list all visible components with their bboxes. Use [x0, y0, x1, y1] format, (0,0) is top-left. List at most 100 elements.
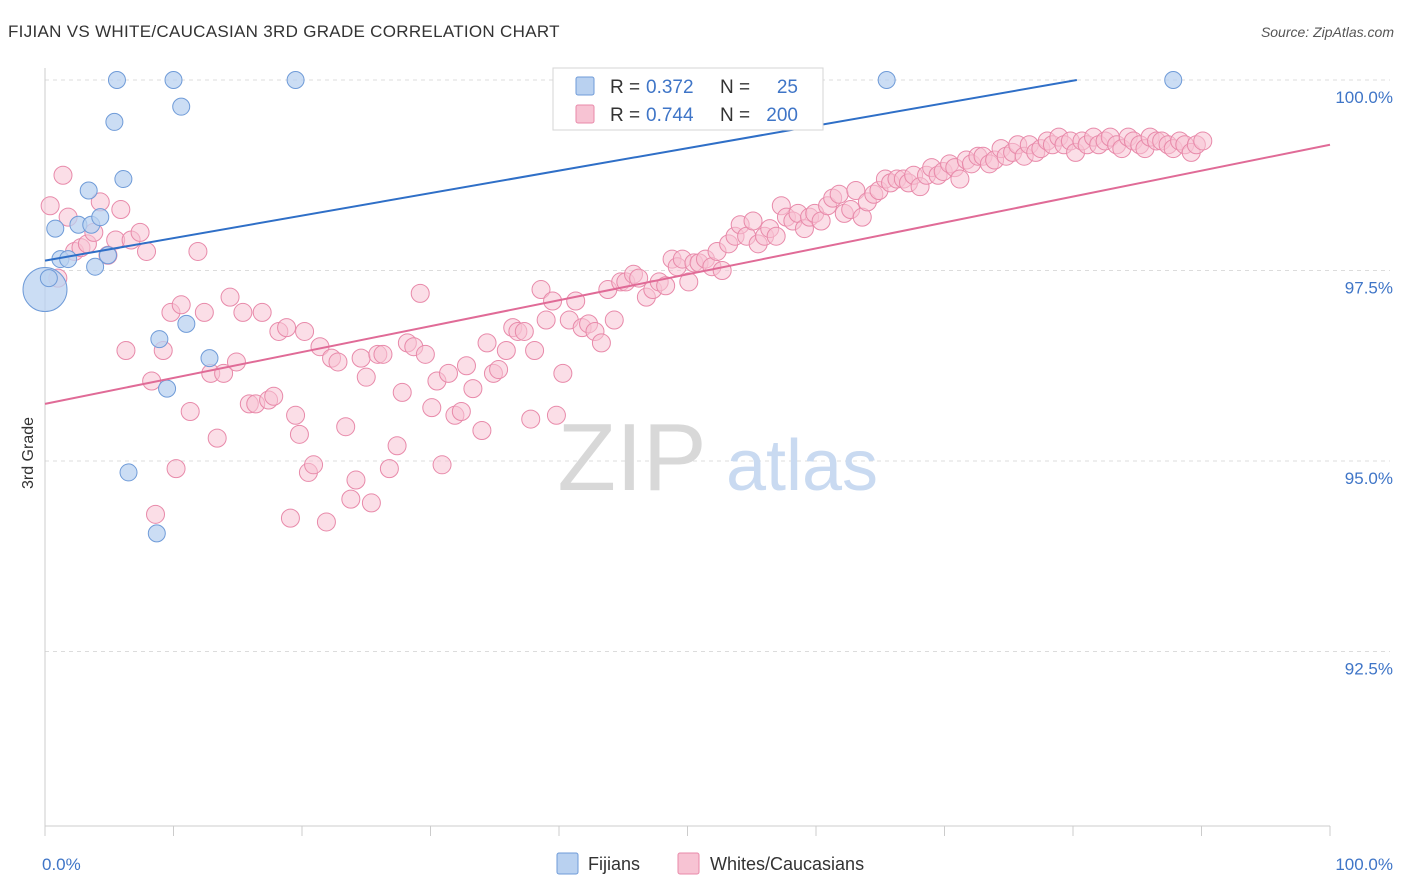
x-tick-label: 0.0%: [42, 855, 81, 874]
fijian-point: [286, 71, 305, 89]
white-point: [53, 165, 73, 185]
bottom-legend-fijians: Fijians: [588, 854, 640, 874]
fijian-point: [119, 463, 138, 482]
white-point: [1193, 131, 1213, 151]
white-point: [180, 401, 200, 421]
white-point: [361, 493, 381, 513]
white-point: [316, 512, 336, 532]
white-point: [280, 508, 300, 528]
white-point: [432, 455, 452, 475]
white-point: [846, 180, 866, 200]
white-point: [373, 344, 393, 364]
white-point: [233, 302, 253, 322]
legend-r-value: 0.744: [646, 105, 694, 126]
legend-box: [552, 67, 824, 131]
white-point: [379, 459, 399, 479]
legend-r-value: 0.372: [646, 77, 694, 98]
white-point: [422, 398, 442, 418]
y-tick-label: 100.0%: [1335, 88, 1393, 107]
legend-n-value: 200: [766, 105, 798, 126]
white-point: [477, 333, 497, 353]
white-point: [410, 283, 430, 303]
white-point: [679, 272, 699, 292]
white-point: [277, 318, 297, 338]
white-point: [146, 504, 166, 524]
white-point: [116, 341, 136, 361]
y-tick-label: 97.5%: [1345, 279, 1393, 298]
chart-title: FIJIAN VS WHITE/CAUCASIAN 3RD GRADE CORR…: [8, 22, 560, 41]
fijian-point: [147, 524, 166, 543]
white-point: [264, 386, 284, 406]
white-point: [472, 421, 492, 441]
white-point: [712, 261, 732, 280]
white-point: [130, 222, 150, 242]
white-point: [489, 360, 509, 380]
white-point: [829, 184, 849, 204]
white-point: [743, 211, 763, 231]
chart-source: Source: ZipAtlas.com: [1260, 24, 1394, 40]
white-point: [226, 352, 246, 372]
fijian-point: [59, 250, 78, 269]
legend-n-label: N =: [720, 77, 750, 98]
white-point: [351, 348, 371, 368]
fijian-point: [158, 379, 177, 398]
white-point: [531, 280, 551, 300]
fijian-point: [150, 330, 169, 349]
legend: R = 0.372 N = 25 R = 0.744 N = 200: [552, 67, 824, 131]
y-tick-label: 92.5%: [1345, 660, 1393, 679]
x-tick-label: 100.0%: [1335, 855, 1393, 874]
legend-n-label: N =: [720, 105, 750, 126]
bottom-legend-swatch-whites: [677, 852, 700, 875]
white-point: [656, 276, 676, 296]
white-point: [328, 352, 348, 372]
fijian-point: [107, 71, 126, 89]
fijian-point: [39, 269, 58, 288]
white-point: [496, 341, 516, 361]
fijian-point: [164, 71, 183, 89]
legend-swatch: [575, 76, 595, 96]
fijian-point: [877, 71, 896, 89]
white-point: [766, 226, 786, 246]
fijian-point: [114, 170, 133, 189]
fijian-point: [46, 219, 65, 238]
white-point: [40, 196, 60, 216]
y-axis-label: 3rd Grade: [20, 417, 37, 489]
series-fijians: [22, 71, 1183, 543]
white-point: [604, 310, 624, 330]
white-point: [514, 321, 534, 341]
white-point: [415, 344, 435, 364]
white-point: [438, 363, 458, 383]
white-point: [356, 367, 376, 387]
fijian-point: [79, 181, 98, 200]
white-point: [456, 356, 476, 376]
watermark-atlas: atlas: [726, 426, 878, 506]
white-trend-line: [44, 143, 1331, 405]
white-point: [295, 321, 315, 341]
white-point: [341, 489, 361, 509]
fijian-point: [177, 314, 196, 333]
white-point: [463, 379, 483, 399]
fijian-point: [1164, 71, 1183, 89]
white-point: [166, 459, 186, 479]
white-point: [207, 428, 227, 448]
white-point: [346, 470, 366, 490]
fijian-point: [105, 112, 124, 131]
grid-layer: [45, 79, 1390, 652]
watermark: ZIP atlas: [557, 404, 878, 511]
fijian-point: [172, 97, 191, 116]
white-point: [194, 302, 214, 322]
white-point: [171, 295, 191, 315]
fijian-point: [86, 257, 105, 276]
white-point: [521, 409, 541, 429]
bottom-legend-whites: Whites/Caucasians: [710, 854, 864, 874]
white-point: [188, 241, 208, 261]
white-point: [289, 424, 309, 444]
watermark-zip: ZIP: [557, 404, 706, 511]
series-whites-caucasians: [40, 127, 1213, 532]
legend-swatch: [575, 104, 595, 124]
white-point: [304, 455, 324, 475]
white-point: [525, 341, 545, 361]
white-point: [137, 241, 157, 261]
